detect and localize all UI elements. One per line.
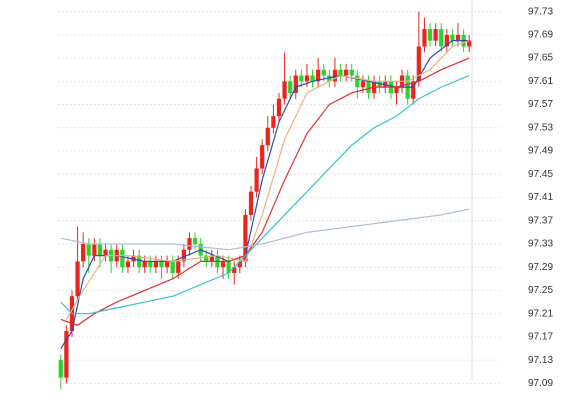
y-tick-label: 97.09 [528,378,553,389]
candle-body [243,214,248,262]
candle-body [394,87,399,93]
y-tick-label: 97.73 [528,6,553,17]
candle-body [455,34,461,41]
candle-body [416,46,421,82]
candle-body [265,127,270,146]
candle-body [338,69,343,76]
y-tick-label: 97.21 [528,308,553,319]
candle-body [209,255,214,262]
candle-body [316,69,321,82]
candle-body [349,69,354,76]
candle-body [450,34,455,41]
moving-average [60,57,470,326]
y-tick-label: 97.53 [528,122,553,133]
candle-body [192,238,198,244]
candle-body [181,249,187,262]
candle-body [433,29,438,41]
candle-body [170,261,175,274]
candle-body [276,98,282,117]
candle-body [355,75,360,88]
candle-body [288,81,293,93]
y-tick-label: 97.57 [528,99,553,110]
candle-body [237,261,242,268]
candle-body [332,69,338,82]
candle-body [427,29,433,41]
candle-body [92,243,97,256]
candle-body [220,261,226,268]
candle-body [164,261,170,268]
candle-body [422,29,427,47]
candle-body [299,75,304,82]
y-tick-label: 97.45 [528,169,553,180]
candle-body [226,261,231,274]
moving-average [60,208,470,251]
candle-body [254,168,259,192]
moving-average [65,40,470,320]
y-tick-label: 97.17 [528,332,553,343]
candle-body [360,81,366,88]
candle-body [75,261,80,297]
candle-body [304,75,310,82]
candle-body [411,81,416,99]
moving-average [60,74,470,315]
candle-body [159,261,164,268]
candle-body [153,261,159,268]
y-tick-label: 97.49 [528,146,553,157]
candle-body [97,243,103,256]
candle-body [64,331,69,378]
candle-body [248,191,254,215]
y-tick-label: 97.13 [528,355,553,366]
candle-body [439,29,444,47]
candle-body [232,267,237,274]
candle-body [293,75,298,93]
y-tick-label: 97.69 [528,29,553,40]
candle-body [467,40,472,47]
candle-body [187,238,192,250]
candle-body [343,69,349,76]
candle-body [310,75,315,82]
candle-body [444,34,449,47]
y-tick-label: 97.29 [528,262,553,273]
candle-body [260,145,265,169]
candle-body [136,255,142,268]
y-tick-label: 97.65 [528,53,553,64]
y-tick-label: 97.37 [528,215,553,226]
y-tick-label: 97.61 [528,76,553,87]
candle-body [58,360,63,378]
candle-body [142,261,147,268]
moving-average [60,40,470,349]
y-tick-label: 97.33 [528,239,553,250]
candle-body [321,69,326,76]
candle-body [120,249,125,268]
candle-body [86,243,91,256]
y-tick-label: 97.41 [528,192,553,203]
candle-body [103,249,108,256]
candle-body [148,261,153,268]
y-tick-label: 97.25 [528,285,553,296]
candle-body [81,243,86,262]
candle-body [204,255,209,262]
candle-body [282,81,287,99]
candle-body [125,261,131,268]
candle-body [366,81,371,93]
candle-body [176,261,181,274]
candle-body [271,116,276,128]
